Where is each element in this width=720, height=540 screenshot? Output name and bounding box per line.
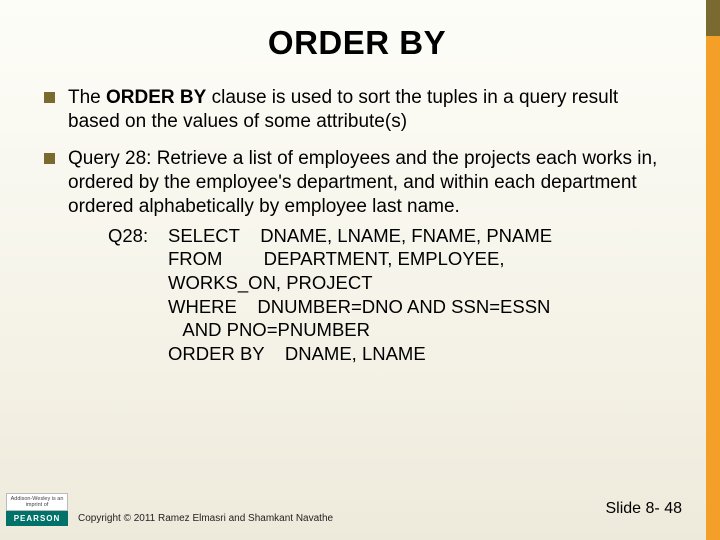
query-line: FROM DEPARTMENT, EMPLOYEE, xyxy=(168,247,552,271)
accent-bar-bottom xyxy=(706,36,720,540)
slide-body: ORDER BY The ORDER BY clause is used to … xyxy=(0,0,706,540)
query-label: Q28: xyxy=(108,224,168,248)
query-line: WORKS_ON, PROJECT xyxy=(168,271,552,295)
accent-bar-top xyxy=(706,0,720,36)
query-line: WHERE DNUMBER=DNO AND SSN=ESSN xyxy=(168,295,552,319)
accent-bar xyxy=(706,0,720,540)
bullet-list: The ORDER BY clause is used to sort the … xyxy=(44,86,670,366)
query-block: Q28: SELECT DNAME, LNAME, FNAME, PNAME F… xyxy=(108,224,670,366)
bullet-text-bold: ORDER BY xyxy=(106,87,206,108)
slide-number: Slide 8- 48 xyxy=(606,500,683,518)
query-line: ORDER BY DNAME, LNAME xyxy=(168,342,552,366)
pearson-logo: PEARSON xyxy=(6,511,68,526)
copyright-text: Copyright © 2011 Ramez Elmasri and Shamk… xyxy=(78,513,333,524)
bullet-text-post: Query 28: Retrieve a list of employees a… xyxy=(68,148,657,218)
query-body: SELECT DNAME, LNAME, FNAME, PNAME FROM D… xyxy=(168,224,552,366)
query-line: SELECT DNAME, LNAME, FNAME, PNAME xyxy=(168,224,552,248)
slide-footer: Addison-Wesley is an imprint of PEARSON … xyxy=(0,492,706,532)
query-line: AND PNO=PNUMBER xyxy=(168,318,552,342)
publisher-imprint-text: Addison-Wesley is an imprint of xyxy=(6,493,68,511)
bullet-item: Query 28: Retrieve a list of employees a… xyxy=(44,147,670,366)
bullet-text-pre: The xyxy=(68,87,106,108)
bullet-item: The ORDER BY clause is used to sort the … xyxy=(44,86,670,135)
publisher-badge: Addison-Wesley is an imprint of PEARSON xyxy=(6,493,68,526)
slide-title: ORDER BY xyxy=(44,24,670,62)
